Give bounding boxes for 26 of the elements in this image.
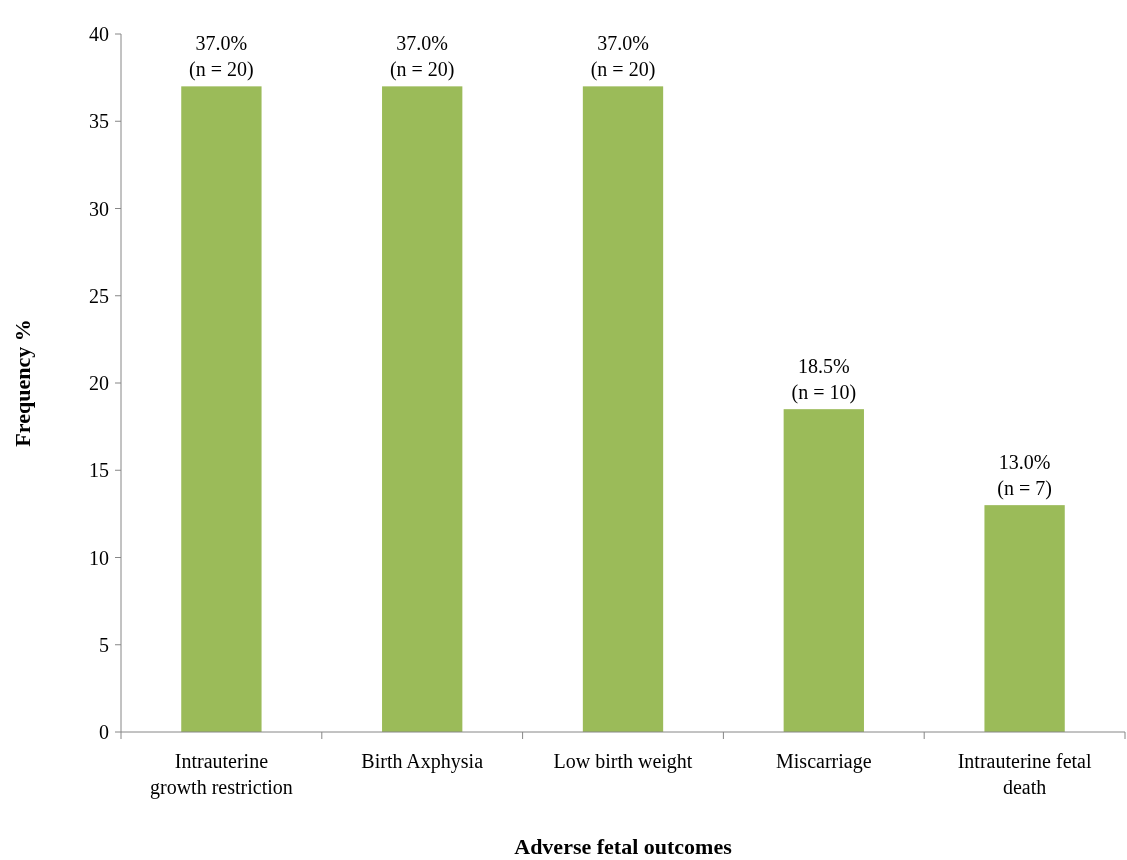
data-label: 37.0% (n = 20) (389, 32, 455, 82)
data-label: 37.0% (n = 20) (189, 32, 254, 82)
y-tick-label: 5 (99, 633, 109, 656)
bar (382, 86, 463, 732)
y-tick-label: 35 (89, 110, 109, 133)
x-tick-label: Intrauterine fetal death (957, 750, 1092, 798)
x-axis-title: Adverse fetal outcomes (514, 834, 733, 859)
y-tick-label: 0 (99, 721, 109, 743)
y-tick-label: 15 (89, 459, 109, 482)
bar (783, 409, 864, 732)
y-tick-label: 40 (89, 23, 109, 45)
bar (582, 86, 664, 732)
y-axis-title: Frequency % (10, 319, 35, 447)
y-tick-label: 30 (89, 197, 109, 220)
x-tick-label: Birth Axphysia (361, 750, 484, 773)
x-tick-label: Intrauterine growth restriction (150, 750, 293, 799)
data-label: 18.5% (n = 10) (791, 355, 857, 405)
data-label: 13.0% (n = 7) (997, 451, 1052, 501)
y-tick-label: 25 (89, 284, 109, 307)
bar (181, 86, 262, 732)
x-tick-label: Miscarriage (776, 750, 872, 773)
data-label: 37.0% (n = 20) (590, 32, 656, 82)
x-tick-label: Low birth weight (553, 750, 693, 773)
bar (984, 505, 1065, 732)
y-tick-label: 10 (89, 546, 109, 569)
y-tick-label: 20 (89, 372, 109, 394)
